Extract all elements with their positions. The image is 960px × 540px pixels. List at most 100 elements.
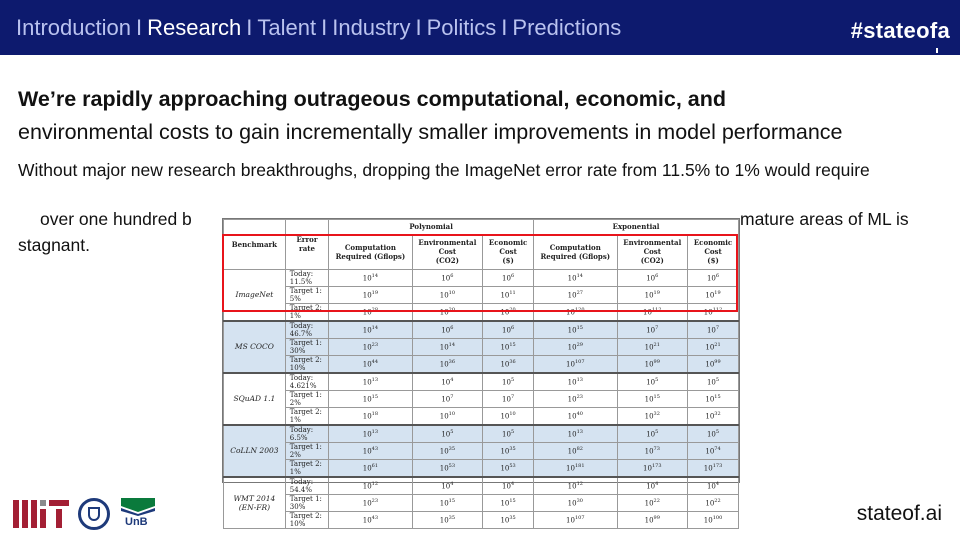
- cost-value-cell: 106: [687, 268, 739, 287]
- benchmark-name-cell: SQuAD 1.1: [223, 371, 286, 425]
- cost-value-cell: 1010: [482, 406, 535, 425]
- group-header-exponential: Exponential: [533, 219, 739, 235]
- cost-value-cell: 1011: [482, 285, 535, 304]
- error-rate-cell: Today: 4.621%: [284, 371, 330, 391]
- cost-value-cell: 1029: [533, 337, 618, 356]
- bullet-text-line1: Without major new research breakthroughs…: [18, 160, 870, 180]
- cost-value-cell: 10112: [687, 302, 739, 321]
- cost-value-cell: 1043: [328, 510, 413, 529]
- error-rate-cell: Target 1: 5%: [284, 285, 330, 304]
- cost-value-cell: 1043: [328, 441, 413, 460]
- error-rate-cell: Target 1: 2%: [284, 389, 330, 408]
- error-rate-cell: Today: 11.5%: [284, 268, 330, 287]
- error-rate-cell: Target 1: 30%: [284, 493, 330, 512]
- benchmark-table: Benchmark Error rate Polynomial Exponent…: [223, 219, 739, 529]
- section-nav: Introduction I Research I Talent I Industry I Po…: [16, 15, 621, 41]
- cost-value-cell: 105: [411, 423, 484, 443]
- cost-value-cell: 10100: [687, 510, 739, 529]
- col-header-benchmark: Benchmark: [223, 219, 286, 270]
- cost-value-cell: 1053: [482, 458, 535, 477]
- unb-logo: UnB: [121, 498, 155, 530]
- cost-value-cell: 104: [411, 371, 484, 391]
- cost-value-cell: 1028: [328, 302, 413, 321]
- cost-value-cell: 1010: [411, 285, 484, 304]
- slide-title-bold: We’re rapidly approaching outrageous com…: [18, 87, 727, 111]
- slide-title-rest: environmental costs to gain incrementall…: [18, 120, 843, 144]
- col-header-economic: Economic Cost ($): [482, 233, 535, 270]
- table-row: WMT 2014 (EN-FR) Today: 54.4% 1012 104 104 10…: [223, 475, 739, 529]
- error-rate-cell: Target 1: 2%: [284, 441, 330, 460]
- cost-value-cell: 1023: [328, 337, 413, 356]
- cost-value-cell: 1013: [328, 423, 413, 443]
- cost-value-cell: 10120: [533, 302, 618, 321]
- cost-value-cell: 1061: [328, 458, 413, 477]
- cost-value-cell: 1015: [482, 493, 535, 512]
- cost-value-cell: 106: [411, 319, 484, 339]
- cost-value-cell: 1032: [687, 406, 739, 425]
- error-rate-cell: Target 2: 10%: [284, 510, 330, 529]
- table-row: Target 1: 30% 1023 1014 1015 1029 1021 1021: [224, 337, 739, 356]
- nav-item-predictions[interactable]: Predictions: [512, 15, 622, 40]
- cost-value-cell: 1035: [482, 441, 535, 460]
- cost-value-cell: 1027: [533, 285, 618, 304]
- cost-value-cell: 1030: [533, 493, 618, 512]
- cost-value-cell: 1074: [687, 441, 739, 460]
- cost-value-cell: 1035: [411, 441, 484, 460]
- cost-value-cell: 1023: [328, 493, 413, 512]
- cost-value-cell: 104: [616, 475, 689, 495]
- cost-value-cell: 1014: [533, 268, 618, 287]
- benchmark-name-cell: CoLLN 2003: [223, 423, 286, 477]
- error-rate-cell: Today: 46.7%: [284, 319, 330, 339]
- cost-value-cell: 1014: [328, 268, 413, 287]
- nav-item-introduction[interactable]: Introduction: [16, 15, 131, 40]
- nav-item-research[interactable]: Research: [147, 15, 242, 40]
- table-row: ImageNet Today: 11.5% 1014 106 106 1014 106 106: [223, 268, 739, 321]
- top-nav-bar: Introduction I Research I Talent I Industry I Po…: [0, 0, 960, 55]
- cost-value-cell: 104: [482, 475, 535, 495]
- cost-value-cell: 105: [687, 371, 739, 391]
- nav-item-talent[interactable]: Talent: [257, 15, 317, 40]
- cost-value-cell: 1015: [533, 319, 618, 339]
- cost-value-cell: 1015: [687, 389, 739, 408]
- cost-value-cell: 1015: [616, 389, 689, 408]
- university-seal-logo: [78, 498, 110, 530]
- cost-value-cell: 106: [616, 268, 689, 287]
- col-header-economic: Economic Cost ($): [687, 233, 739, 270]
- error-rate-cell: Today: 54.4%: [284, 475, 330, 495]
- table-row: Target 1: 5% 1019 1010 1011 1027 1019 1019: [224, 285, 739, 304]
- nav-item-politics[interactable]: Politics: [426, 15, 497, 40]
- cost-value-cell: 107: [411, 389, 484, 408]
- hashtag-overflow-mark: [936, 48, 938, 53]
- cost-value-cell: 1040: [533, 406, 618, 425]
- cost-value-cell: 1019: [328, 285, 413, 304]
- cost-value-cell: 1032: [616, 406, 689, 425]
- nav-separator: I: [321, 15, 328, 40]
- table-row: Target 1: 2% 1043 1035 1035 1082 1073 1074: [224, 441, 739, 460]
- cost-value-cell: 1099: [616, 510, 689, 529]
- cost-value-cell: 1044: [328, 354, 413, 373]
- cost-value-cell: 104: [411, 475, 484, 495]
- cost-value-cell: 1053: [411, 458, 484, 477]
- hashtag-label: #stateofa: [850, 18, 950, 43]
- col-header-computation: Computation Required (Gflops): [328, 233, 413, 270]
- col-header-environmental: Environmental Cost (CO2): [616, 233, 689, 270]
- cost-value-cell: 10107: [533, 510, 618, 529]
- cost-value-cell: 105: [687, 423, 739, 443]
- cost-value-cell: 107: [687, 319, 739, 339]
- cost-value-cell: 107: [482, 389, 535, 408]
- cost-value-cell: 1073: [616, 441, 689, 460]
- cost-value-cell: 1012: [328, 475, 413, 495]
- error-rate-cell: Target 1: 30%: [284, 337, 330, 356]
- nav-separator: I: [501, 15, 508, 40]
- cost-value-cell: 1013: [533, 371, 618, 391]
- cost-value-cell: 1036: [411, 354, 484, 373]
- site-url-label[interactable]: stateof.ai: [856, 502, 942, 525]
- nav-item-industry[interactable]: Industry: [332, 15, 411, 40]
- table-row: Target 2: 10% 1043 1035 1035 10107 1099 10100: [224, 510, 739, 529]
- cost-value-cell: 1020: [482, 302, 535, 321]
- cost-value-cell: 107: [616, 319, 689, 339]
- cost-value-cell: 1036: [482, 354, 535, 373]
- table-row: MS COCO Today: 46.7% 1014 106 106 1015 107 107: [223, 319, 739, 373]
- table-row: CoLLN 2003 Today: 6.5% 1013 105 105 1013 105 10…: [223, 423, 739, 477]
- table-row: Target 1: 2% 1015 107 107 1023 1015 1015: [224, 389, 739, 408]
